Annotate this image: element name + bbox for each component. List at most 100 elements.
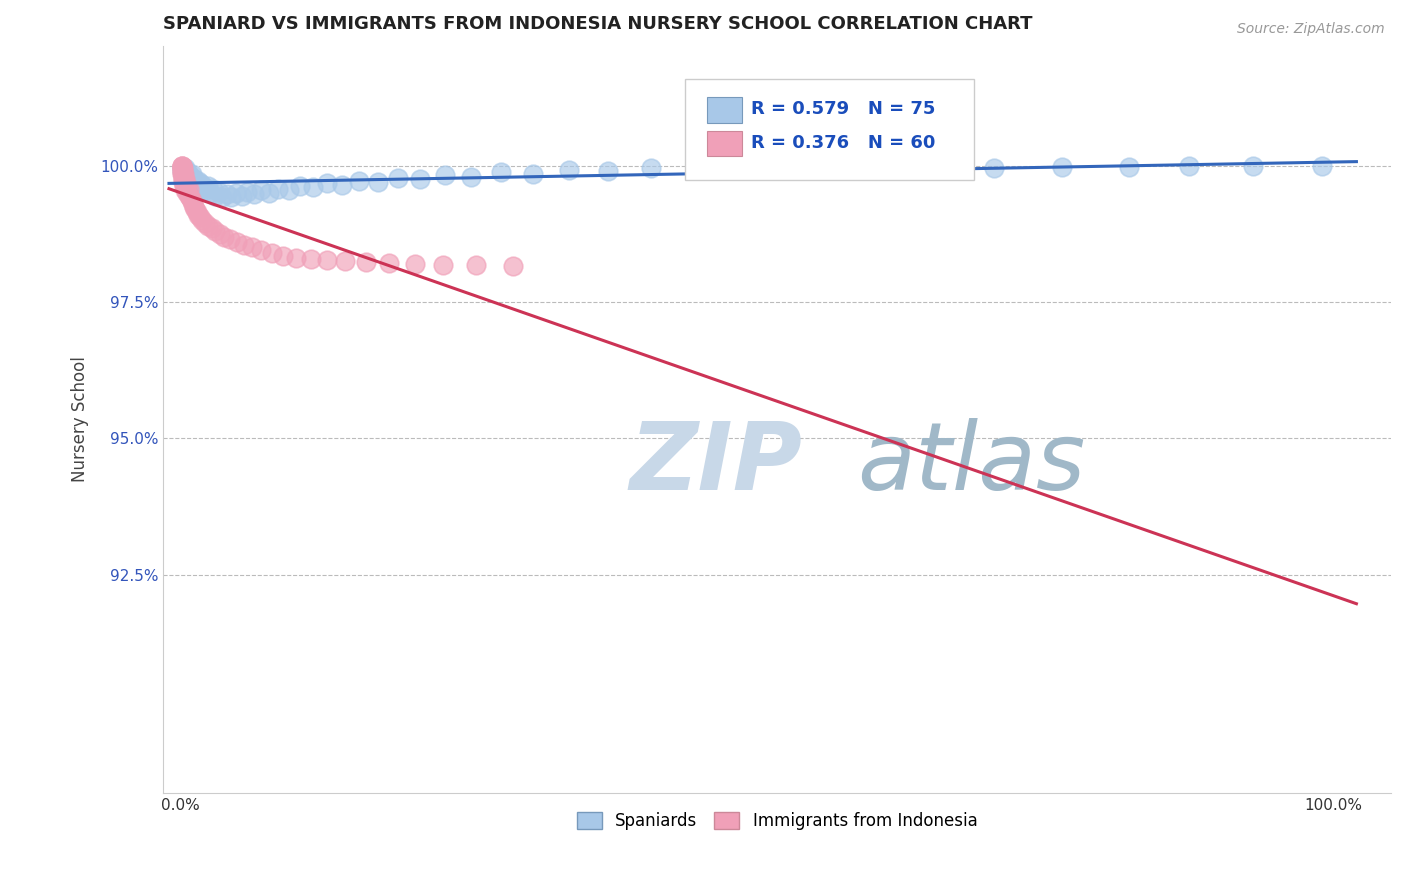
Point <box>173 175 195 189</box>
Point <box>170 167 193 181</box>
Point <box>197 179 219 194</box>
Point <box>354 255 377 269</box>
Point <box>243 186 266 201</box>
Text: SPANIARD VS IMMIGRANTS FROM INDONESIA NURSERY SCHOOL CORRELATION CHART: SPANIARD VS IMMIGRANTS FROM INDONESIA NU… <box>163 15 1033 33</box>
Point <box>181 194 204 208</box>
Point <box>204 188 226 202</box>
Point <box>250 183 273 197</box>
Point <box>404 257 426 271</box>
Point <box>176 179 198 194</box>
Point <box>170 161 193 176</box>
Point <box>464 259 486 273</box>
Point <box>173 165 195 179</box>
Point <box>367 175 389 189</box>
Point <box>197 219 219 233</box>
Point <box>207 185 229 199</box>
Point <box>302 180 325 194</box>
Point <box>558 163 581 178</box>
Point <box>201 181 224 195</box>
Point <box>432 258 454 272</box>
Point <box>1118 160 1140 174</box>
Point <box>240 240 263 254</box>
Point <box>299 252 322 267</box>
Point <box>176 172 198 186</box>
Point <box>190 181 212 195</box>
Point <box>181 174 204 188</box>
Point <box>173 163 195 178</box>
Point <box>170 164 193 178</box>
Point <box>409 172 432 186</box>
Point <box>179 169 201 184</box>
Point <box>502 260 524 274</box>
Point <box>460 169 482 184</box>
Point <box>598 164 620 178</box>
Point <box>174 176 197 190</box>
Point <box>191 178 214 192</box>
Point <box>172 169 194 184</box>
Point <box>174 178 197 192</box>
Point <box>172 161 194 176</box>
Point <box>219 232 242 246</box>
Point <box>193 180 215 194</box>
Point <box>172 172 194 186</box>
Point <box>173 167 195 181</box>
Point <box>316 253 339 268</box>
Point <box>170 159 193 173</box>
Point <box>226 235 249 249</box>
Point <box>738 161 761 176</box>
Point <box>170 159 193 173</box>
Point <box>1178 159 1201 173</box>
Point <box>172 175 194 189</box>
Point <box>688 163 710 178</box>
Point <box>180 172 202 186</box>
Point <box>173 170 195 185</box>
Point <box>201 221 224 235</box>
Point <box>793 163 815 178</box>
Point <box>177 181 200 195</box>
Point <box>231 188 253 202</box>
Point <box>174 183 197 197</box>
Point <box>194 183 217 197</box>
Point <box>181 167 204 181</box>
Point <box>489 165 512 179</box>
Point <box>174 169 197 183</box>
Point <box>187 174 209 188</box>
Point <box>184 202 207 217</box>
Point <box>267 181 290 195</box>
Point <box>853 161 876 176</box>
Point <box>170 159 193 173</box>
Point <box>211 190 233 204</box>
Point <box>191 213 214 227</box>
Point <box>640 161 662 176</box>
Point <box>181 170 204 185</box>
Point <box>176 186 198 200</box>
Legend: Spaniards, Immigrants from Indonesia: Spaniards, Immigrants from Indonesia <box>571 805 984 837</box>
Point <box>187 208 209 222</box>
Point <box>347 174 370 188</box>
Point <box>378 255 401 269</box>
Point <box>387 170 409 185</box>
Point <box>172 167 194 181</box>
Point <box>174 181 197 195</box>
Bar <box>707 131 741 156</box>
Point <box>271 249 294 263</box>
Point <box>179 176 201 190</box>
Point <box>174 164 197 178</box>
Point <box>174 170 197 185</box>
Point <box>183 172 205 186</box>
Point <box>215 186 238 201</box>
Point <box>170 161 193 176</box>
Text: atlas: atlas <box>856 418 1085 509</box>
Point <box>172 164 194 178</box>
Point <box>170 160 193 174</box>
Point <box>174 161 197 176</box>
Point <box>176 165 198 179</box>
Point <box>177 188 200 202</box>
Point <box>260 245 283 260</box>
Point <box>1241 159 1264 173</box>
Text: R = 0.376   N = 60: R = 0.376 N = 60 <box>751 134 936 152</box>
Point <box>183 179 205 194</box>
FancyBboxPatch shape <box>685 79 973 180</box>
Point <box>173 179 195 194</box>
Point <box>917 160 939 174</box>
